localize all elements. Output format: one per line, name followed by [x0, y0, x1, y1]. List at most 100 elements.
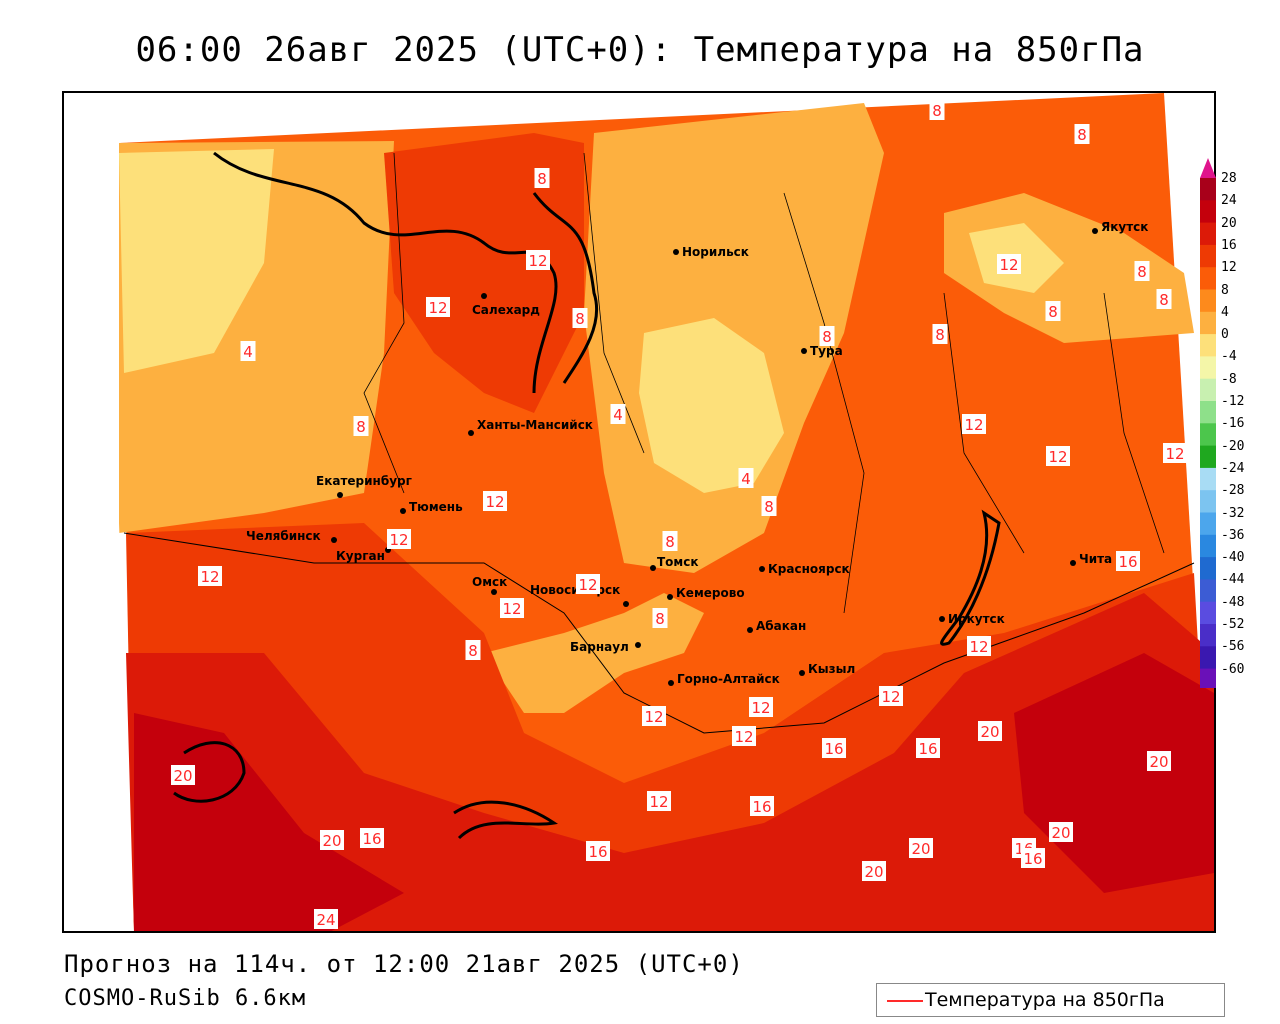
- isotherm-label-box: [1021, 848, 1045, 868]
- isotherm-label: 8: [572, 308, 588, 328]
- isotherm-label: 4: [240, 341, 256, 361]
- city-marker: [491, 589, 497, 595]
- isotherm-label: 12: [749, 697, 773, 717]
- city-label: Чита: [1079, 552, 1112, 566]
- isotherm-label: 16: [750, 796, 774, 816]
- city-label: Новосибирск: [530, 583, 620, 597]
- isotherm-label-box: [997, 254, 1021, 274]
- coastline-gulf: [532, 192, 599, 384]
- isotherm-label-box: [738, 468, 754, 488]
- isotherm-value: 12: [751, 699, 770, 717]
- city-marker: [1092, 228, 1098, 234]
- colorbar-segment: [1200, 601, 1216, 625]
- isotherm-label-box: [862, 861, 886, 881]
- isotherm-label: 8: [662, 531, 678, 551]
- city-marker: [799, 670, 805, 676]
- city-marker: [667, 594, 673, 600]
- colorbar-top-arrow: [1200, 158, 1216, 178]
- city-label: Курган: [336, 549, 385, 563]
- isotherm-label-box: [749, 697, 773, 717]
- temperature-map: Норильск Салехард Тура Якутск Ханты-Мансийск…: [62, 91, 1216, 933]
- isotherm-value: 8: [932, 102, 942, 120]
- isotherm-label-box: [353, 416, 369, 436]
- isotherm-value: 12: [644, 708, 663, 726]
- isotherm-label: 12: [647, 791, 671, 811]
- colorbar-tick-label: 20: [1221, 215, 1237, 231]
- field-4-central: [639, 318, 784, 493]
- city-label: Иркутск: [948, 612, 1005, 626]
- region-borders: [363, 152, 1165, 614]
- isotherm-value: 12: [528, 252, 547, 270]
- isotherm-label-box: [534, 168, 550, 188]
- isotherm-label-box: [1147, 751, 1171, 771]
- isotherm-value: 8: [1137, 263, 1147, 281]
- isotherm-label: 8: [534, 168, 550, 188]
- isotherm-value: 8: [655, 610, 665, 628]
- isotherm-value: 8: [356, 418, 366, 436]
- colorbar-segment: [1200, 178, 1216, 201]
- isotherm-label: 20: [978, 721, 1002, 741]
- isotherm-label-box: [916, 738, 940, 758]
- colorbar-segment: [1200, 289, 1216, 313]
- cities-layer: Норильск Салехард Тура Якутск Ханты-Мансийск…: [246, 220, 1148, 686]
- city-label: Норильск: [682, 245, 749, 259]
- model-name: COSMO-RuSib 6.6км: [64, 986, 307, 1011]
- colorbar-segment: [1200, 334, 1216, 357]
- isotherm-label-box: [819, 326, 835, 346]
- isotherm-value: 12: [502, 600, 521, 618]
- isotherm-value: 8: [665, 533, 675, 551]
- isotherm-value: 8: [1159, 291, 1169, 309]
- colorbar-tick-label: -12: [1221, 394, 1245, 409]
- isotherm-value: 20: [1149, 753, 1168, 771]
- isotherm-value: 12: [734, 728, 753, 746]
- isotherm-value: 20: [1051, 824, 1070, 842]
- isotherm-value: 12: [649, 793, 668, 811]
- colorbar-segment: [1200, 668, 1216, 688]
- city-label: Екатеринбург: [316, 474, 412, 488]
- isotherm-value: 8: [537, 170, 547, 188]
- isotherm-label-box: [240, 341, 256, 361]
- colorbar-tick-label: 0: [1221, 327, 1229, 343]
- isotherm-label-box: [576, 574, 600, 594]
- city-marker: [673, 249, 679, 255]
- isotherm-label: 16: [916, 738, 940, 758]
- isotherm-label: 12: [732, 726, 756, 746]
- field-12-north: [384, 133, 584, 413]
- isotherm-value: 12: [1165, 445, 1184, 463]
- lake-balkhash: [453, 800, 558, 840]
- isotherm-label: 8: [819, 326, 835, 346]
- isotherm-value: 12: [428, 299, 447, 317]
- colorbar-segment: [1200, 378, 1216, 402]
- city-marker: [481, 293, 487, 299]
- colorbar-segment: [1200, 445, 1216, 469]
- colorbar-segment: [1200, 311, 1216, 335]
- isotherm-value: 8: [1077, 126, 1087, 144]
- city-marker: [331, 537, 337, 543]
- colorbar-tick-label: -4: [1221, 349, 1237, 365]
- colorbar-segment: [1200, 222, 1216, 246]
- city-label: Кызыл: [808, 662, 855, 676]
- isotherm-label: 12: [576, 574, 600, 594]
- isotherm-label: 12: [967, 636, 991, 656]
- isotherm-label: 16: [1116, 551, 1140, 571]
- city-label: Ханты-Мансийск: [477, 418, 593, 432]
- isotherm-value: 12: [200, 568, 219, 586]
- city-marker: [759, 566, 765, 572]
- isotherm-label-box: [483, 491, 507, 511]
- lake-west: [173, 741, 246, 803]
- isotherm-label-box: [1046, 446, 1070, 466]
- isotherm-label-box: [1116, 551, 1140, 571]
- city-label: Тура: [810, 344, 843, 358]
- isotherm-label-box: [967, 636, 991, 656]
- colorbar-segment: [1200, 534, 1216, 558]
- forecast-info: Прогноз на 114ч. от 12:00 21авг 2025 (UT…: [64, 950, 744, 978]
- isotherm-value: 16: [1118, 553, 1137, 571]
- colorbar-tick-label: -36: [1221, 527, 1245, 543]
- isotherm-label: 16: [360, 828, 384, 848]
- isotherm-label: 8: [1045, 301, 1061, 321]
- isotherm-value: 20: [911, 840, 930, 858]
- colorbar-tick-label: -56: [1221, 639, 1245, 655]
- isotherm-value: 4: [741, 470, 751, 488]
- isotherm-value: 4: [243, 343, 253, 361]
- colorbar-segment: [1200, 401, 1216, 424]
